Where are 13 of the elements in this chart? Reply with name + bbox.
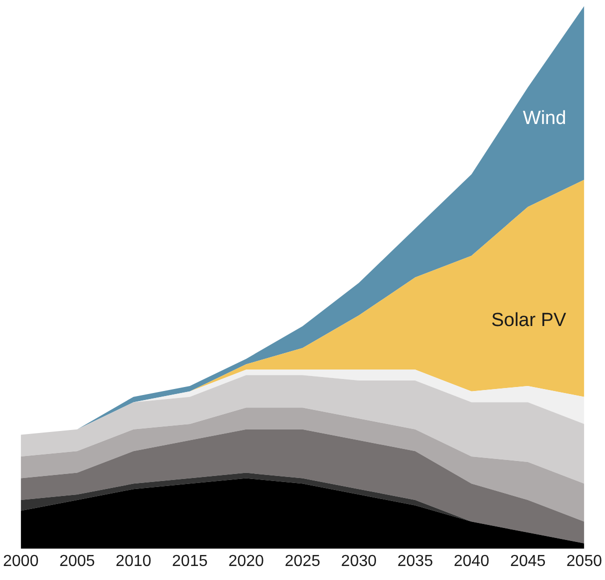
series-label: Wind: [522, 108, 566, 130]
x-tick-label: 2045: [510, 552, 546, 570]
series-label: Solar PV: [491, 310, 567, 332]
x-tick-label: 2030: [341, 552, 377, 570]
x-tick-label: 2020: [228, 552, 264, 570]
x-tick-label: 2015: [172, 552, 208, 570]
x-tick-label: 2005: [59, 552, 96, 570]
x-tick-label: 2010: [116, 552, 152, 570]
x-tick-label: 2050: [566, 552, 602, 570]
x-tick-label: 2040: [454, 552, 490, 570]
x-tick-label: 2025: [284, 552, 320, 570]
x-tick-label: 2035: [397, 552, 434, 570]
x-tick-label: 2000: [3, 552, 39, 570]
